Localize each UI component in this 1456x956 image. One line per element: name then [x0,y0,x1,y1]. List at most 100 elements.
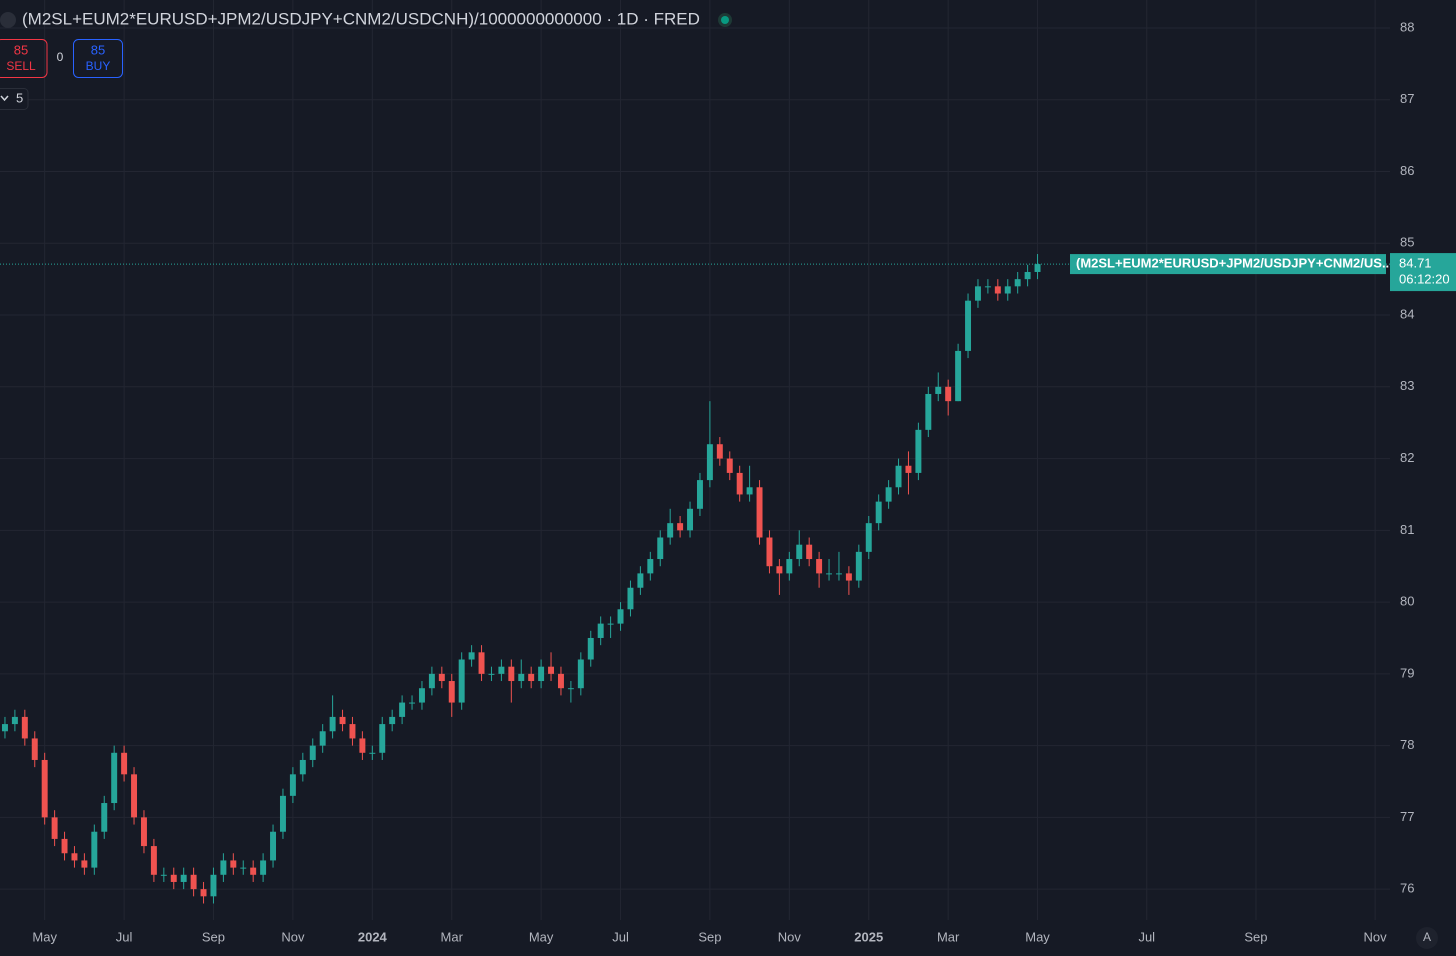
chevron [0,95,9,102]
candle-body [915,429,922,473]
candle-body [91,831,98,868]
sell-button[interactable] [0,39,48,78]
y-tick-label: 83 [1400,378,1414,393]
scale-mode: A [1423,930,1431,944]
candle-body [428,673,435,689]
candle-body [806,544,813,560]
candle-body [945,386,952,402]
candle-body [1034,264,1041,272]
candle-body [409,702,416,704]
candle-body [567,688,574,690]
candle-body [31,738,38,760]
indicator-toggle[interactable] [0,88,29,110]
x-tick-label: May [1025,929,1050,944]
candle-body [736,472,743,495]
candle-body [289,774,296,796]
series-label: (M2SL+EUM2*EURUSD+JPM2/USDJPY+CNM2/US... [1076,256,1393,271]
candle-body [250,867,257,875]
candle-body [81,860,88,868]
candle-body [895,465,902,488]
candle-body [389,716,396,725]
x-tick-label: May [32,929,57,944]
candle-body [150,846,157,875]
candle-body [1,724,8,732]
candle-body [279,795,286,832]
x-tick-label: Sep [698,929,721,944]
candle-body [766,537,773,567]
chart-title: (M2SL+EUM2*EURUSD+JPM2/USDJPY+CNM2/USDCN… [22,9,700,28]
candle-body [260,860,267,875]
candle-body [1014,279,1021,287]
candle-body [1024,271,1031,280]
candle-body [160,874,167,876]
candle-body [875,501,882,524]
candle-body [131,774,138,818]
candle-body [309,745,316,760]
candle-body [955,350,962,402]
candle-body [329,716,336,732]
buy-price: 85 [91,42,105,57]
candle-body [905,465,912,473]
y-tick-label: 79 [1400,665,1414,680]
buy-button[interactable] [73,39,123,78]
y-tick-label: 77 [1400,809,1414,824]
candle-body [51,817,58,839]
candle-body [1004,286,1011,294]
candle-body [726,458,733,473]
y-tick-label: 78 [1400,737,1414,752]
x-tick-label: Jul [612,929,629,944]
candle-body [200,889,207,897]
candle-body [319,731,326,746]
candle-body [935,386,942,394]
candle-body [240,867,247,869]
candle-body [508,666,515,682]
y-tick-label: 80 [1400,594,1414,609]
candle-body [865,523,872,552]
candle-body [716,444,723,459]
x-tick-label: Jul [116,929,133,944]
candle-body [746,487,753,495]
x-tick-label: Nov [281,929,305,944]
x-tick-label: May [529,929,554,944]
candle-body [210,874,217,897]
candles [0,254,1390,904]
candle-body [418,688,425,703]
candle-body [71,853,78,861]
candle-body [369,752,376,754]
y-tick-label: 88 [1400,19,1414,34]
candle-body [667,523,674,538]
candle-body [776,566,783,574]
candle-body [61,838,68,854]
x-tick-label: Sep [202,929,225,944]
candle-body [607,623,614,625]
candle-body [845,573,852,581]
price-tag-value: 84.71 [1399,256,1432,271]
candle-body [399,702,406,717]
candle-body [885,487,892,502]
candle-body [994,286,1001,294]
candle-body [974,286,981,301]
candle-body [448,681,455,703]
buy-label: BUY [86,59,111,73]
candle-body [488,673,495,675]
symbol-icon [0,12,16,28]
candle-body [687,508,694,531]
status-dot [721,16,729,24]
candle-body [637,573,644,588]
countdown: 06:12:20 [1399,272,1450,287]
candle-body [478,652,485,674]
candle-body [21,716,28,739]
candle-body [270,831,277,861]
candle-body [111,752,118,804]
candle-body [647,559,654,574]
candle-body [617,609,624,624]
candle-body [548,666,555,674]
candle-body [438,673,445,682]
price-tag [1390,253,1456,292]
y-tick-label: 86 [1400,163,1414,178]
axes: 76 77 78 79 80 81 82 83 84 85 86 87 88 May Jul Sep Nov 20… [32,19,1456,944]
scale-button[interactable] [1416,927,1438,949]
candle-body [339,716,346,725]
